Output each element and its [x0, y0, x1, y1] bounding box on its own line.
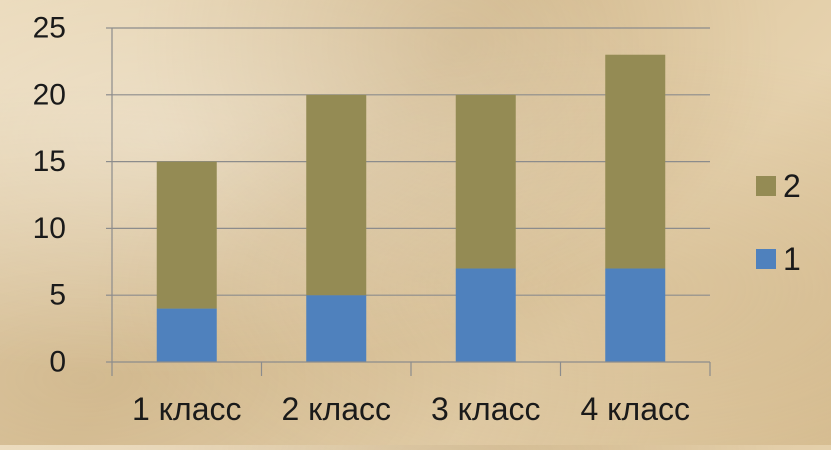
legend-swatch-1: [756, 249, 776, 269]
bar-series-1-3: [455, 268, 516, 362]
x-category-label: 4 класс: [580, 391, 690, 427]
bar-series-1-4: [605, 268, 666, 362]
y-tick-label: 10: [33, 212, 66, 245]
bar-series-2-4: [605, 54, 666, 269]
bar-series-1-1: [156, 308, 217, 362]
y-tick-label: 0: [49, 346, 66, 379]
legend-swatch-2: [756, 176, 776, 196]
legend-label-1: 1: [783, 241, 801, 277]
y-tick-label: 20: [33, 78, 66, 111]
bar-series-2-3: [455, 94, 516, 269]
bar-series-2-1: [156, 161, 217, 309]
y-tick-label: 15: [33, 145, 66, 178]
bar-series-2-2: [306, 94, 367, 296]
x-category-label: 3 класс: [431, 391, 541, 427]
legend: 21: [756, 168, 801, 277]
axes: 0 5 10 15 20 25 1 класс 2 класс 3 класс 4 класс: [33, 12, 711, 427]
bar-series-1-2: [306, 295, 367, 362]
y-tick-label: 5: [49, 279, 66, 312]
y-tick-label: 25: [33, 12, 66, 45]
x-category-label: 2 класс: [281, 391, 391, 427]
bars: [156, 54, 666, 362]
legend-label-2: 2: [783, 168, 801, 204]
x-category-label: 1 класс: [132, 391, 242, 427]
